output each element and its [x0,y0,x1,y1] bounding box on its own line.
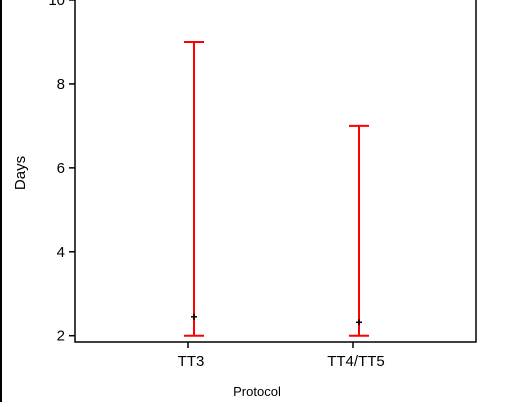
x-tick-label: TT3 [178,353,205,370]
y-tick-label: 4 [57,244,65,261]
plot-frame [74,0,477,343]
y-tick-label: 10 [48,0,65,9]
y-axis-title: Days [12,156,29,190]
y-tick-label: 8 [57,76,65,93]
x-tick-label: TT4/TT5 [327,353,385,370]
y-tick-label: 2 [57,328,65,345]
x-axis-title: Protocol [233,384,281,399]
y-tick-label: 6 [57,160,65,177]
